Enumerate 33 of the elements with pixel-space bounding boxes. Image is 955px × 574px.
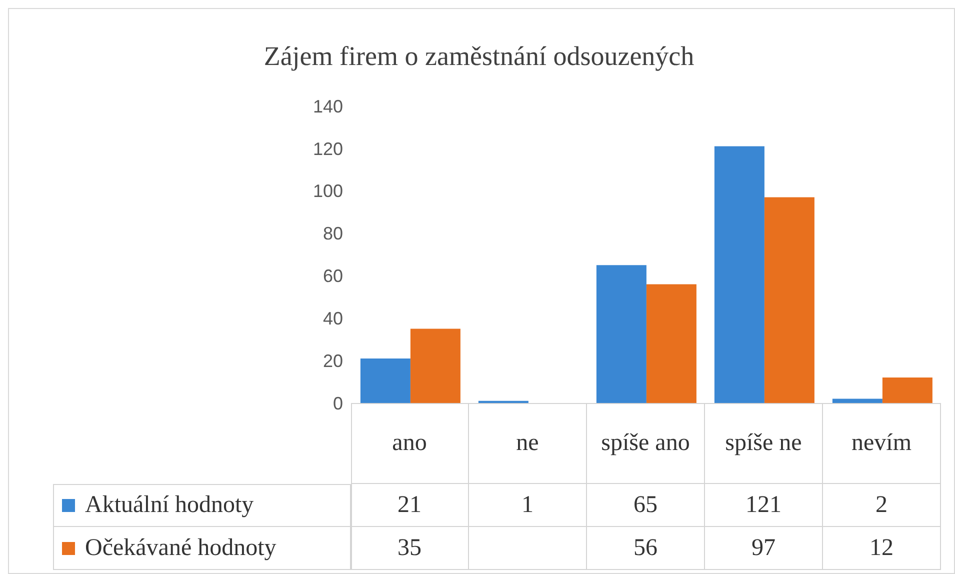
y-tick-label: 60 <box>322 266 343 286</box>
bar <box>714 146 764 403</box>
x-tick-label: spíše ne <box>705 403 823 484</box>
data-label: 97 <box>705 527 823 570</box>
data-label: 65 <box>587 484 705 527</box>
bar <box>646 284 696 403</box>
bar <box>764 197 814 403</box>
legend-label: Očekávané hodnoty <box>85 534 276 562</box>
data-label: 21 <box>351 484 469 527</box>
bar <box>882 378 932 403</box>
x-tick-label: ano <box>351 403 469 484</box>
y-tick-label: 120 <box>312 138 343 159</box>
data-label: 35 <box>351 527 469 570</box>
y-tick-label: 140 <box>312 96 343 116</box>
x-tick-label: spíše ano <box>587 403 705 484</box>
y-tick-label: 0 <box>332 393 343 414</box>
bar <box>410 328 460 403</box>
legend-label: Aktuální hodnoty <box>85 492 254 519</box>
data-label: 121 <box>705 484 823 527</box>
bar <box>832 398 882 403</box>
bar <box>360 358 410 403</box>
y-tick-label: 40 <box>322 308 343 329</box>
data-label: 2 <box>823 484 941 527</box>
chart-title: Zájem firem o zaměstnání odsouzených <box>262 41 696 72</box>
data-label: 56 <box>587 527 705 570</box>
y-tick-label: 100 <box>312 181 343 202</box>
x-tick-label: ne <box>469 403 587 484</box>
bar <box>596 265 646 403</box>
data-label: 1 <box>469 484 587 527</box>
data-label: 12 <box>823 527 941 570</box>
y-tick-label: 80 <box>322 224 343 244</box>
y-tick-label: 20 <box>322 350 343 371</box>
x-tick-label: nevím <box>823 403 941 484</box>
